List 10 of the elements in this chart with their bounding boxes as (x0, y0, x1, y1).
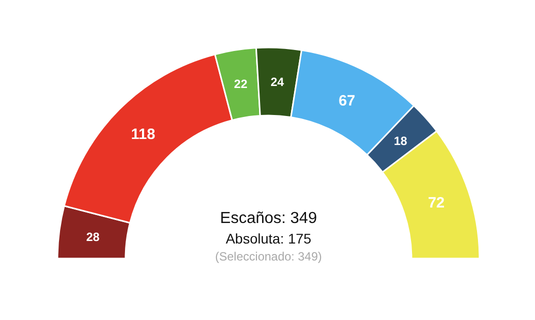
text: (Seleccionado: 349) (215, 250, 322, 264)
data-label: 118 (130, 126, 156, 144)
text: Absoluta: 175 (226, 230, 312, 246)
data-label: 67 (338, 92, 356, 110)
data-label: 24 (270, 75, 284, 90)
text: Escaños: 349 (220, 210, 318, 227)
data-label: 72 (428, 194, 445, 212)
data-label: 28 (86, 230, 100, 244)
data-label: 18 (394, 134, 408, 148)
data-label: 22 (234, 77, 248, 92)
